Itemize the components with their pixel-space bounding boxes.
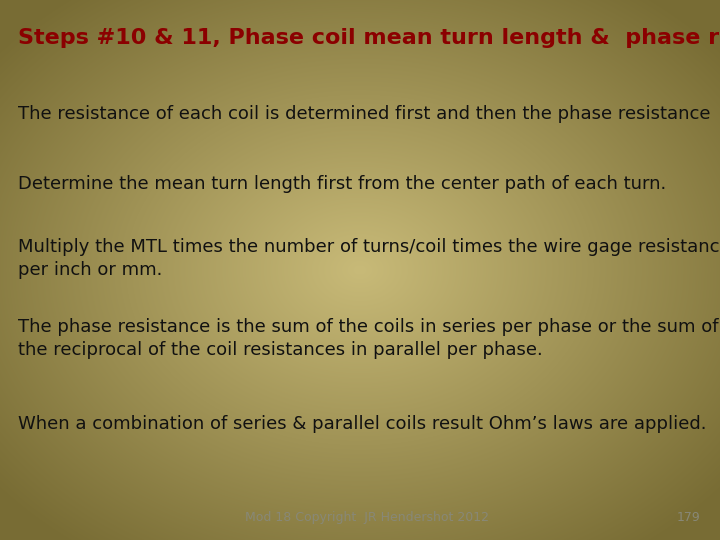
Text: The resistance of each coil is determined first and then the phase resistance: The resistance of each coil is determine… [18, 105, 711, 123]
Text: When a combination of series & parallel coils result Ohm’s laws are applied.: When a combination of series & parallel … [18, 415, 706, 433]
Text: Multiply the MTL times the number of turns/coil times the wire gage resistance
p: Multiply the MTL times the number of tur… [18, 238, 720, 279]
Text: Mod 18 Copyright  JR Hendershot 2012: Mod 18 Copyright JR Hendershot 2012 [245, 511, 489, 524]
Text: The phase resistance is the sum of the coils in series per phase or the sum of
t: The phase resistance is the sum of the c… [18, 318, 719, 359]
Text: Determine the mean turn length first from the center path of each turn.: Determine the mean turn length first fro… [18, 175, 666, 193]
Text: Steps #10 & 11, Phase coil mean turn length &  phase resistance: Steps #10 & 11, Phase coil mean turn len… [18, 28, 720, 48]
Text: 179: 179 [676, 511, 700, 524]
